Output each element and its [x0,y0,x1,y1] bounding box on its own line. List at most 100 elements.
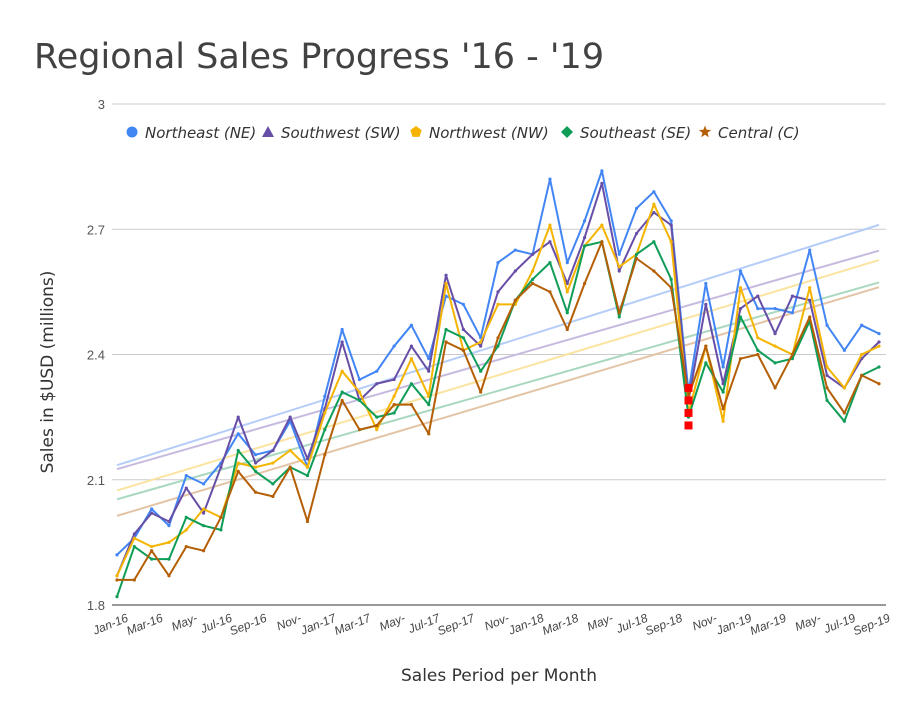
trendline [116,259,880,492]
data-point [409,403,414,407]
data-point [704,361,708,365]
data-point [721,407,725,411]
data-point [634,256,639,261]
data-point [773,306,777,311]
data-point [531,252,535,256]
data-point [271,494,275,499]
x-tick-label: Mar-16 [124,611,165,638]
grid [112,103,886,606]
data-point [617,315,621,319]
data-point [184,515,188,519]
x-tick-label: Mar-19 [748,611,789,638]
data-point [340,390,344,394]
data-point [565,327,569,332]
data-point [877,332,881,336]
data-point [253,469,258,473]
data-point [738,315,743,319]
data-point [340,398,344,403]
legend-item: Southwest (SW) [262,124,401,142]
legend-item: Southeast (SE) [561,124,691,142]
data-point [756,306,760,311]
data-point [201,549,206,553]
data-point [790,294,795,298]
data-point [427,357,431,361]
data-point [340,369,344,373]
data-point [150,511,154,515]
data-point [582,236,587,240]
data-point [773,332,777,336]
data-point [236,469,240,473]
data-point [860,323,864,327]
data-point [565,311,569,315]
data-point [305,465,310,469]
data-point [496,336,500,340]
chart-title: Regional Sales Progress '16 - '19 [34,37,604,77]
data-point [184,544,188,549]
data-point [201,507,206,511]
data-point [375,369,379,373]
legend-item: Northeast (NE) [126,124,256,142]
data-point [167,524,171,528]
data-point [357,398,362,403]
data-point [738,269,743,273]
data-point [323,394,327,398]
data-point [721,419,725,423]
data-point [531,277,535,281]
data-point [877,340,881,344]
data-point [201,482,206,486]
data-point [825,373,829,377]
triangle-marker-icon [262,126,274,137]
data-point [288,448,292,453]
data-point [877,365,881,369]
data-point [565,281,569,286]
data-point [825,323,829,327]
data-point [513,269,517,273]
data-point [756,352,760,357]
data-point [582,281,587,286]
data-point [548,290,552,294]
data-point [531,281,535,286]
data-point [219,515,223,519]
data-point [634,206,639,210]
data-point [305,473,310,478]
data-point [773,386,777,390]
x-tick-label: Jul-18 [613,611,650,637]
x-tick-label: May- [377,611,407,634]
data-point [392,377,396,382]
x-tick-label: Sep-16 [228,611,269,639]
data-point [617,252,621,256]
pentagon-marker-icon [410,126,422,137]
data-point [842,386,846,390]
data-point [236,432,240,436]
data-point [461,348,465,352]
star-marker-icon [698,125,712,138]
data-point [738,306,743,311]
data-point [808,286,812,290]
data-point [236,461,240,465]
data-point [444,327,448,332]
data-point [323,428,327,432]
annotation-marker [684,396,693,405]
data-point [479,344,483,348]
data-point [288,465,292,469]
y-tick-label: 1.8 [87,598,105,613]
x-tick-label: Mar-18 [540,611,581,638]
data-point [652,269,656,273]
data-point [825,386,829,390]
data-point [808,298,812,302]
data-point [617,269,621,273]
data-point [669,219,673,223]
data-point [340,340,344,344]
data-point [409,323,414,327]
data-point [669,223,673,227]
data-point [150,557,154,561]
y-tick-label: 2.4 [87,348,105,363]
data-point [600,181,604,185]
series-lines [115,169,881,599]
y-tick-label: 2.7 [87,222,105,237]
data-point [201,511,206,515]
data-point [565,290,569,294]
data-point [167,557,171,561]
data-point [531,269,535,273]
data-point [253,461,258,465]
